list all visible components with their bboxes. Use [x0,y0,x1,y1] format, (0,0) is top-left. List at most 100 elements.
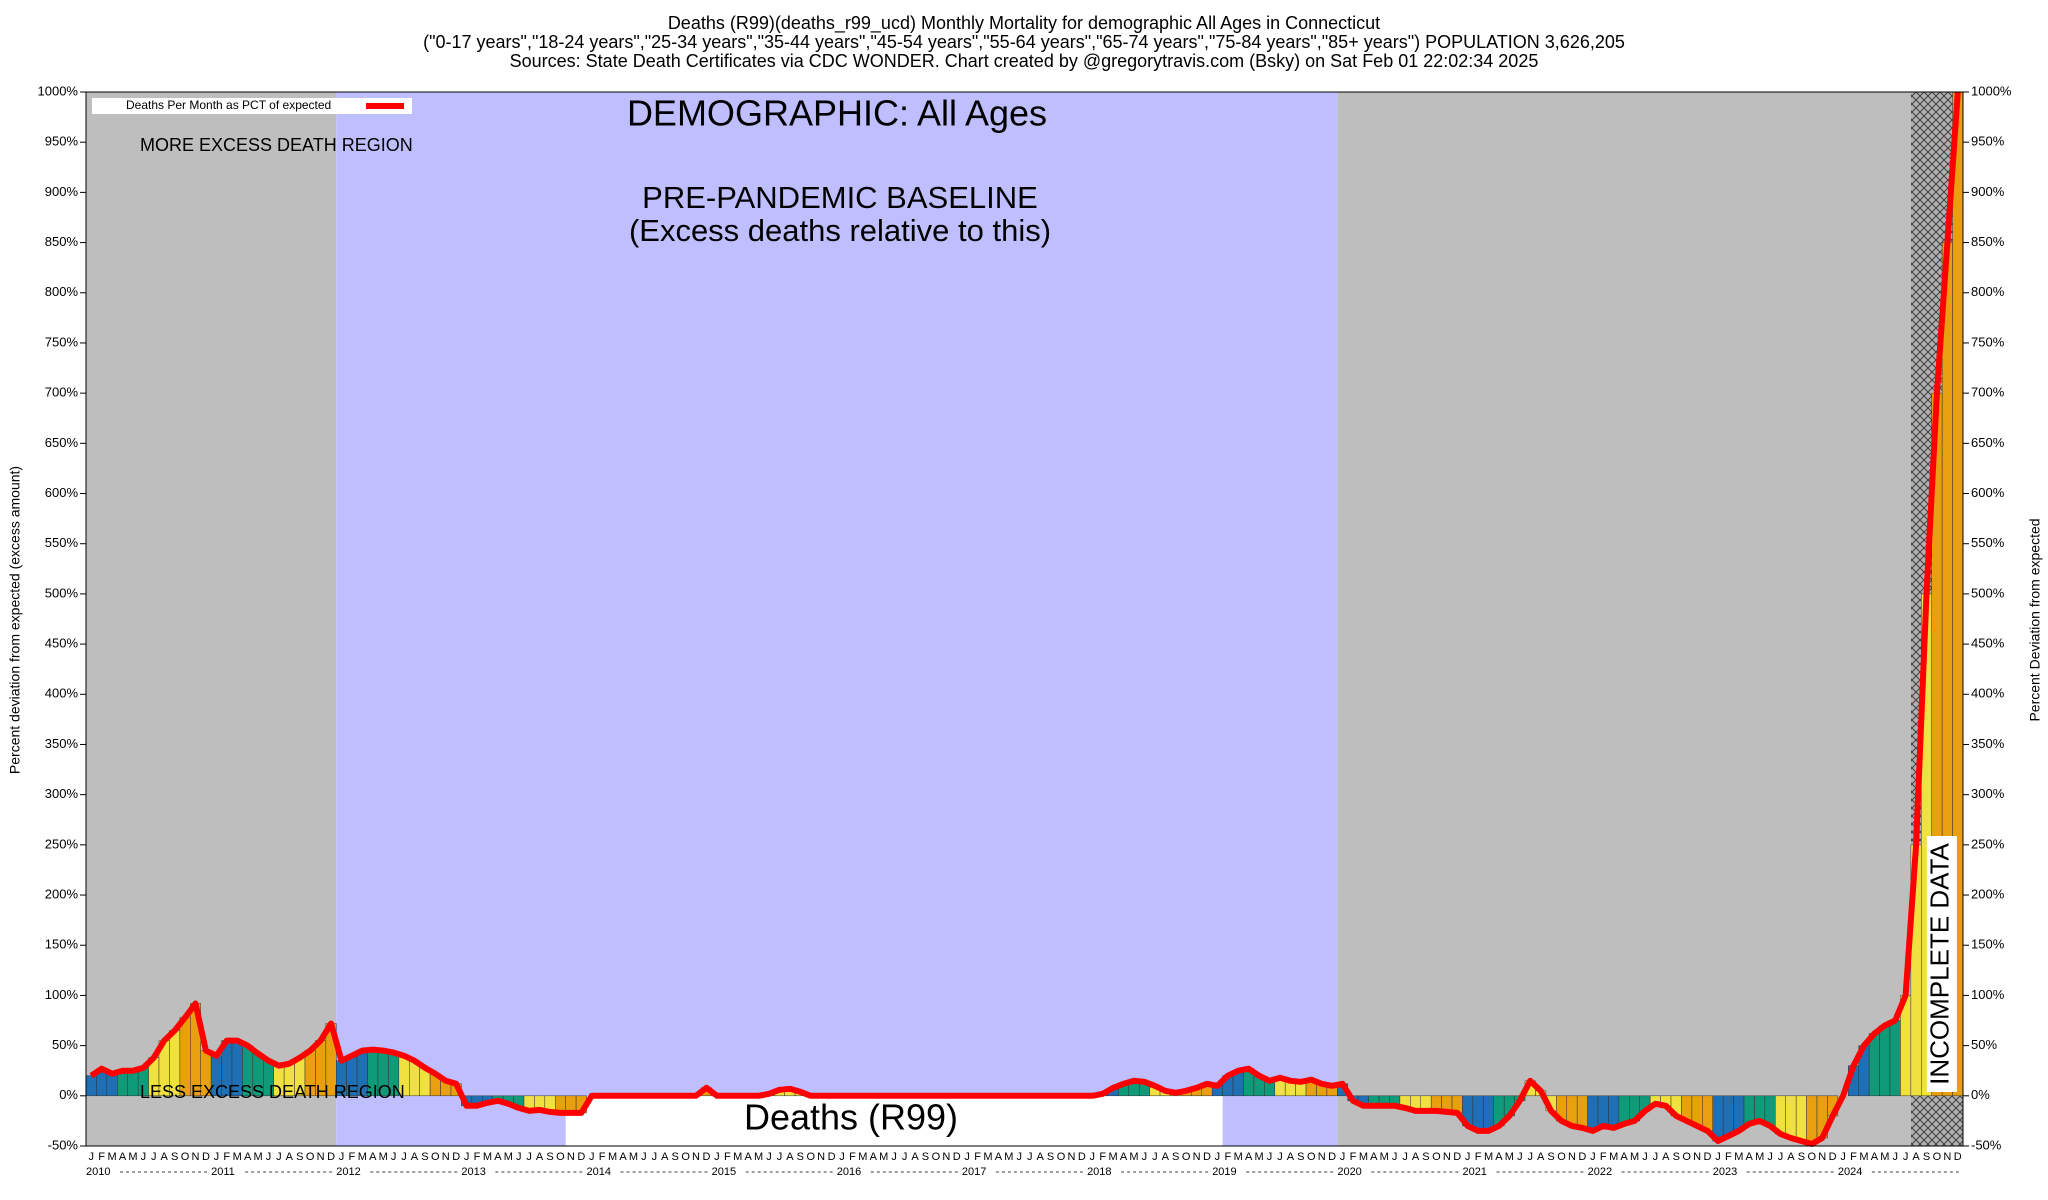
x-tick-label: J [641,1151,647,1163]
x-tick-label: F [1224,1151,1231,1163]
region-pandemic [1337,92,1911,1146]
x-tick-label: O [556,1151,565,1163]
x-tick-label: J [151,1151,157,1163]
x-tick-label: M [629,1151,638,1163]
y-tick-label: 300% [45,786,79,801]
y2-tick-label: 550% [1971,535,2005,550]
x-tick-label: F [349,1151,356,1163]
x-tick-label: A [911,1151,919,1163]
incomplete-box [1926,836,1957,1092]
y-tick-label: 750% [45,334,79,349]
x-tick-label: A [619,1151,627,1163]
x-tick-label: M [1859,1151,1868,1163]
bar [1483,1095,1495,1132]
x-tick-label: F [98,1151,105,1163]
y-tick-label: 200% [45,886,79,901]
baseline-sublabel: (Excess deaths relative to this) [629,213,1051,248]
y-tick-label: 900% [45,184,79,199]
bar [106,1073,118,1097]
year-label: 2019 [1212,1166,1236,1178]
x-tick-label: S [1923,1151,1930,1163]
x-tick-label: F [1725,1151,1732,1163]
year-label: 2024 [1838,1166,1862,1178]
y2-tick-label: 50% [1971,1037,1997,1052]
x-tick-label: J [276,1151,282,1163]
x-tick-label: M [1255,1151,1264,1163]
x-tick-label: D [1078,1151,1086,1163]
x-tick-label: A [369,1151,377,1163]
x-tick-label: O [431,1151,440,1163]
legend-label: Deaths Per Month as PCT of expected [126,98,331,112]
year-label: 2021 [1462,1166,1486,1178]
x-tick-label: S [1798,1151,1805,1163]
year-label: 2018 [1087,1166,1111,1178]
x-tick-label: F [599,1151,606,1163]
x-tick-label: M [1505,1151,1514,1163]
region-baseline [336,92,1338,1146]
y2-tick-label: 600% [1971,485,2005,500]
x-tick-label: M [754,1151,763,1163]
x-tick-label: D [1203,1151,1211,1163]
x-tick-label: S [922,1151,929,1163]
x-tick-label: J [401,1151,407,1163]
x-tick-label: M [358,1151,367,1163]
y2-tick-label: 500% [1971,585,2005,600]
x-tick-label: J [1392,1151,1398,1163]
x-tick-label: J [652,1151,658,1163]
x-tick-label: N [1818,1151,1826,1163]
y-tick-label: 500% [45,585,79,600]
x-tick-label: M [1359,1151,1368,1163]
x-tick-label: A [1912,1151,1920,1163]
x-tick-label: O [306,1151,315,1163]
x-tick-label: O [181,1151,190,1163]
y-tick-label: -50% [48,1137,79,1152]
x-tick-label: S [296,1151,303,1163]
x-tick-label: S [1547,1151,1554,1163]
y-axis-label: Percent deviation from expected (excess … [7,466,23,774]
x-tick-label: A [1162,1151,1170,1163]
x-tick-label: N [317,1151,325,1163]
x-tick-label: J [1892,1151,1898,1163]
x-tick-label: A [1287,1151,1295,1163]
x-tick-label: A [536,1151,544,1163]
x-tick-label: M [1734,1151,1743,1163]
bar [1597,1095,1609,1127]
x-tick-label: N [567,1151,575,1163]
chart-title: ("0-17 years","18-24 years","25-34 years… [423,32,1625,52]
x-tick-label: J [1465,1151,1471,1163]
x-tick-label: J [1903,1151,1909,1163]
bar [127,1070,139,1097]
x-tick-label: J [214,1151,220,1163]
x-tick-label: A [161,1151,169,1163]
x-tick-label: J [1027,1151,1033,1163]
x-tick-label: M [107,1151,116,1163]
x-tick-label: A [995,1151,1003,1163]
x-tick-label: O [1557,1151,1566,1163]
x-tick-label: J [777,1151,783,1163]
year-label: 2014 [587,1166,611,1178]
y-tick-label: 800% [45,284,79,299]
x-tick-label: F [1350,1151,1357,1163]
year-label: 2013 [461,1166,485,1178]
x-tick-label: J [526,1151,532,1163]
x-tick-label: S [1172,1151,1179,1163]
x-tick-label: J [339,1151,345,1163]
x-tick-label: J [1017,1151,1023,1163]
y-tick-label: 1000% [38,83,79,98]
y2-tick-label: 950% [1971,134,2005,149]
x-tick-label: J [1215,1151,1221,1163]
x-tick-label: A [1746,1151,1754,1163]
x-tick-label: M [253,1151,262,1163]
x-tick-label: J [1277,1151,1283,1163]
x-tick-label: F [724,1151,731,1163]
x-tick-label: S [671,1151,678,1163]
y-tick-label: 100% [45,987,79,1002]
y-tick-label: 550% [45,535,79,550]
x-tick-label: J [964,1151,970,1163]
y2-axis-label: Percent Deviation from expected [2027,518,2043,721]
x-tick-label: F [974,1151,981,1163]
y2-tick-label: 850% [1971,234,2005,249]
x-tick-label: D [1453,1151,1461,1163]
